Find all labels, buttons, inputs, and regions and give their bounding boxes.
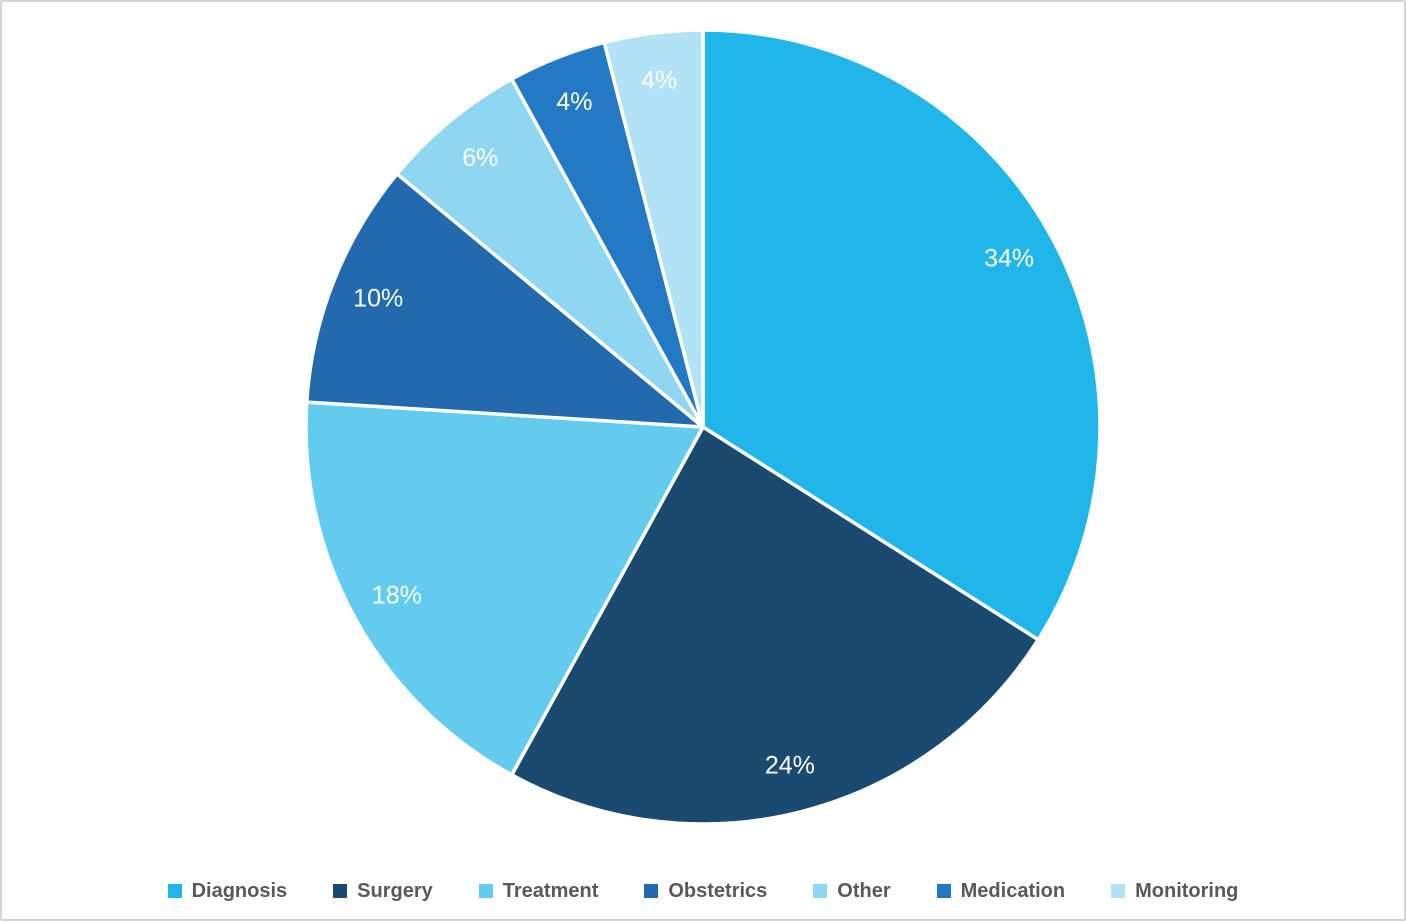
legend-swatch-other — [813, 884, 828, 898]
pie-slice-monitoring — [602, 28, 705, 429]
slice-data-label-obstetrics: 10% — [353, 284, 403, 312]
slice-data-label-other: 6% — [462, 144, 498, 172]
pie-plot-area: 34% 24% 18% 10% 6% 4% 4% — [304, 28, 1102, 826]
legend-swatch-obstetrics — [644, 884, 659, 898]
slice-data-label-monitoring: 4% — [641, 66, 677, 94]
pie-slice-other — [395, 77, 705, 429]
legend-swatch-medication — [936, 884, 951, 898]
legend-swatch-treatment — [478, 884, 493, 898]
slice-data-label-diagnosis: 34% — [984, 245, 1034, 273]
slice-data-label-medication: 4% — [556, 88, 592, 116]
legend-label-obstetrics: Obstetrics — [668, 880, 768, 902]
legend-swatch-monitoring — [1111, 884, 1126, 898]
slice-data-label-surgery: 24% — [765, 751, 815, 779]
legend-item-treatment: Treatment — [478, 880, 599, 902]
legend-label-surgery: Surgery — [357, 880, 433, 902]
legend-item-monitoring: Monitoring — [1111, 881, 1238, 901]
legend-swatch-diagnosis — [167, 884, 182, 898]
pie-slice-surgery — [509, 425, 1040, 826]
legend-item-obstetrics: Obstetrics — [644, 881, 767, 901]
pie-slice-diagnosis — [701, 28, 1102, 642]
pie-slice-obstetrics — [305, 172, 705, 429]
legend-label-medication: Medication — [960, 880, 1066, 902]
chart-legend: Diagnosis Surgery Treatment Obstetrics Other… — [2, 881, 1404, 901]
legend-item-surgery: Surgery — [333, 881, 433, 901]
legend-item-other: Other — [813, 880, 891, 902]
pie-slice-treatment — [304, 400, 705, 777]
legend-item-diagnosis: Diagnosis — [167, 880, 288, 902]
legend-label-other: Other — [837, 880, 891, 902]
legend-label-monitoring: Monitoring — [1135, 880, 1239, 902]
legend-label-treatment: Treatment — [502, 880, 599, 902]
legend-swatch-surgery — [333, 884, 348, 898]
legend-item-medication: Medication — [936, 880, 1066, 902]
legend-label-diagnosis: Diagnosis — [191, 880, 288, 902]
slice-data-label-treatment: 18% — [372, 581, 422, 609]
